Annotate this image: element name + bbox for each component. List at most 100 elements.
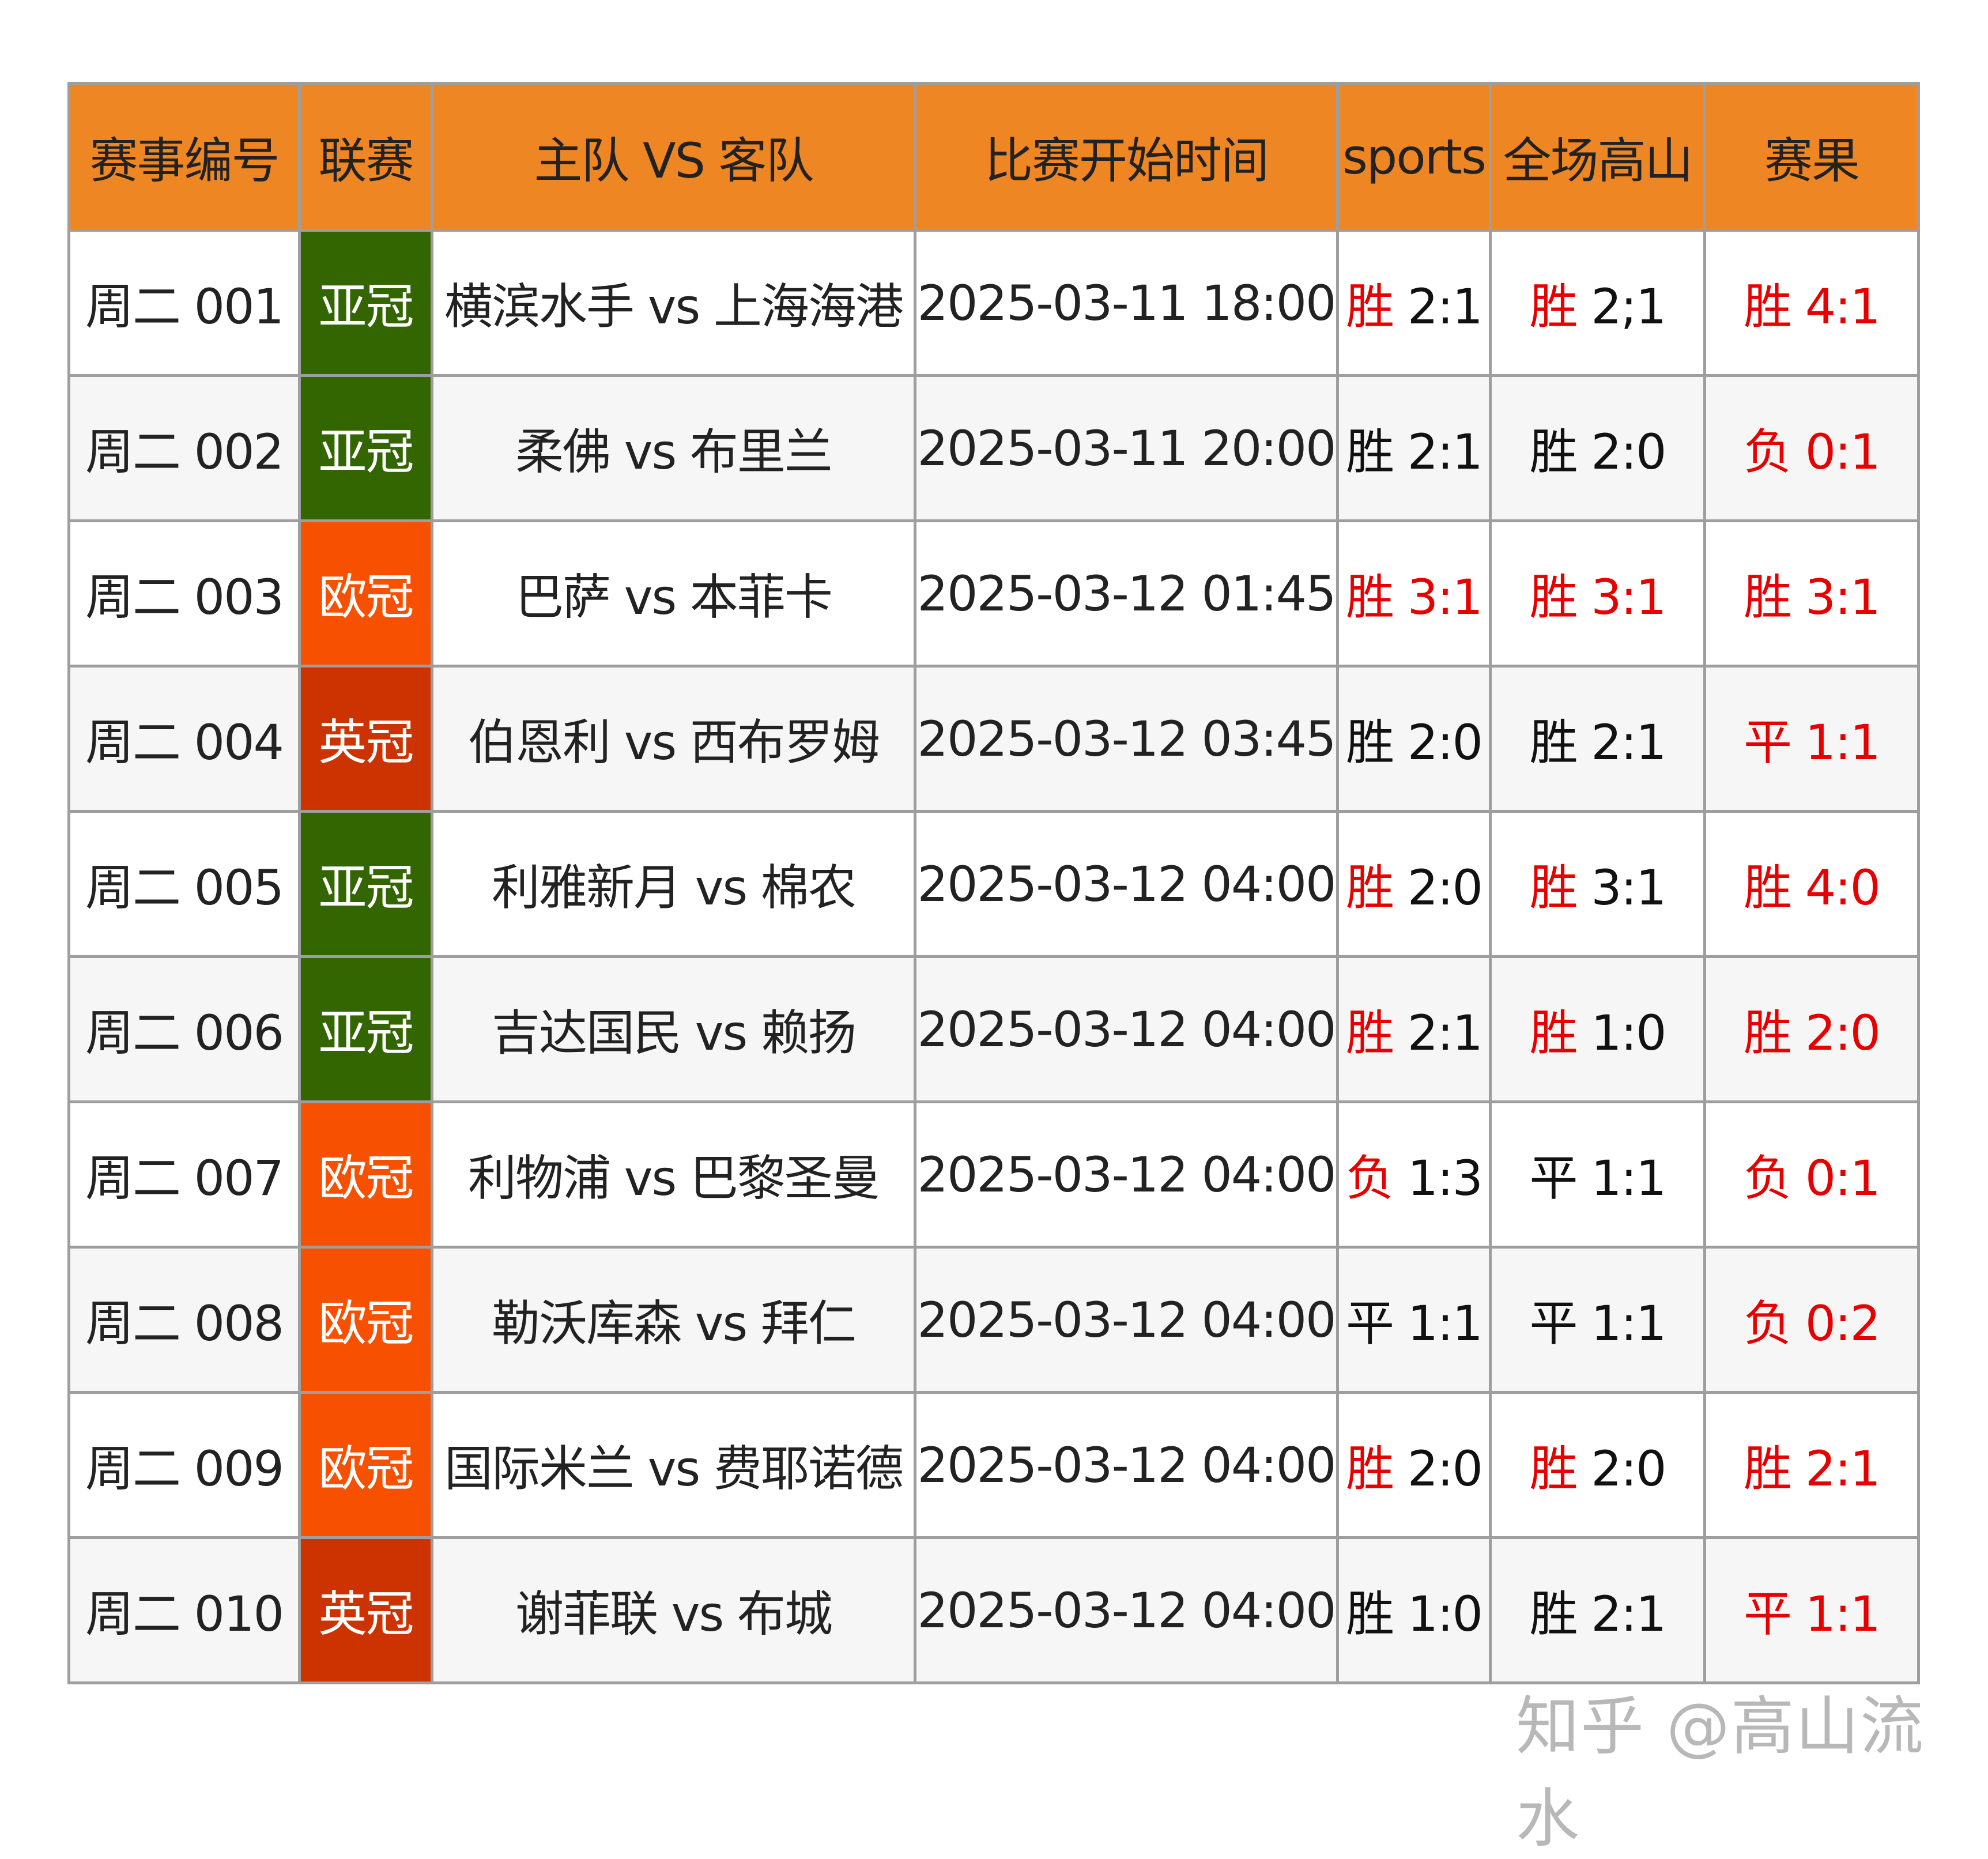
header-sports: sports bbox=[1336, 82, 1492, 232]
match-result: 胜 2:1 bbox=[1703, 1391, 1920, 1539]
header-match-id: 赛事编号 bbox=[67, 82, 301, 232]
outcome: 胜 bbox=[1744, 278, 1792, 335]
start-time: 2025-03-12 04:00 bbox=[914, 1536, 1339, 1684]
start-time: 2025-03-12 04:00 bbox=[914, 955, 1339, 1103]
table-row: 周二 004 英冠 伯恩利 vs 西布罗姆 2025-03-12 03:45 胜 2:0… bbox=[67, 665, 1920, 813]
header-gaoshan: 全场高山 bbox=[1489, 82, 1706, 232]
match-result: 平 1:1 bbox=[1703, 665, 1920, 813]
match-id: 周二 008 bbox=[67, 1246, 301, 1394]
header-result: 赛果 bbox=[1703, 82, 1920, 232]
outcome: 平 bbox=[1744, 714, 1792, 771]
score: 1:1 bbox=[1805, 714, 1881, 771]
outcome: 胜 bbox=[1346, 859, 1394, 916]
match-id: 周二 005 bbox=[67, 810, 301, 958]
match-result: 负 0:1 bbox=[1703, 374, 1920, 522]
table-row: 周二 009 欧冠 国际米兰 vs 费耶诺德 2025-03-12 04:00 胜 2:… bbox=[67, 1391, 1920, 1539]
gaoshan-prediction: 胜 3:1 bbox=[1489, 810, 1706, 958]
outcome: 胜 bbox=[1744, 1005, 1792, 1061]
outcome: 胜 bbox=[1744, 569, 1792, 625]
start-time: 2025-03-12 04:00 bbox=[914, 1391, 1339, 1539]
score: 0:1 bbox=[1805, 1150, 1881, 1206]
teams: 利物浦 vs 巴黎圣曼 bbox=[431, 1100, 916, 1249]
table-row: 周二 001 亚冠 横滨水手 vs 上海海港 2025-03-11 18:00 胜 2:… bbox=[67, 229, 1920, 377]
teams: 巴萨 vs 本菲卡 bbox=[431, 519, 916, 668]
sports-prediction: 胜 2:1 bbox=[1336, 955, 1492, 1103]
gaoshan-prediction: 胜 2;1 bbox=[1489, 229, 1706, 377]
outcome: 胜 bbox=[1346, 1441, 1394, 1497]
score: 2:1 bbox=[1805, 1441, 1881, 1497]
score: 1:1 bbox=[1407, 1295, 1483, 1352]
match-id: 周二 009 bbox=[67, 1391, 301, 1539]
match-result: 负 0:2 bbox=[1703, 1246, 1920, 1394]
score: 2:1 bbox=[1591, 1586, 1666, 1642]
table-row: 周二 006 亚冠 吉达国民 vs 赖扬 2025-03-12 04:00 胜 2:1 胜… bbox=[67, 955, 1920, 1103]
outcome: 胜 bbox=[1346, 714, 1394, 771]
teams: 国际米兰 vs 费耶诺德 bbox=[431, 1391, 916, 1539]
league-badge: 欧冠 bbox=[298, 1391, 433, 1539]
score: 1:0 bbox=[1591, 1005, 1666, 1061]
teams: 勒沃库森 vs 拜仁 bbox=[431, 1246, 916, 1394]
outcome: 胜 bbox=[1346, 1586, 1394, 1642]
score: 2;1 bbox=[1591, 278, 1666, 335]
start-time: 2025-03-12 04:00 bbox=[914, 810, 1339, 958]
outcome: 平 bbox=[1529, 1295, 1578, 1352]
match-id: 周二 002 bbox=[67, 374, 301, 522]
score: 2:0 bbox=[1805, 1005, 1881, 1061]
header-row: 赛事编号 联赛 主队 VS 客队 比赛开始时间 sports 全场高山 赛果 bbox=[67, 82, 1920, 232]
match-result: 胜 2:0 bbox=[1703, 955, 1920, 1103]
gaoshan-prediction: 胜 2:1 bbox=[1489, 665, 1706, 813]
outcome: 平 bbox=[1346, 1295, 1394, 1352]
start-time: 2025-03-12 04:00 bbox=[914, 1100, 1339, 1249]
gaoshan-prediction: 胜 3:1 bbox=[1489, 519, 1706, 668]
gaoshan-prediction: 平 1:1 bbox=[1489, 1100, 1706, 1249]
score: 1:3 bbox=[1407, 1150, 1483, 1206]
table-row: 周二 010 英冠 谢菲联 vs 布城 2025-03-12 04:00 胜 1:0 胜 … bbox=[67, 1536, 1920, 1684]
score: 3:1 bbox=[1591, 859, 1666, 916]
sports-prediction: 负 1:3 bbox=[1336, 1100, 1492, 1249]
score: 0:1 bbox=[1805, 424, 1881, 480]
match-id: 周二 003 bbox=[67, 519, 301, 668]
match-id: 周二 006 bbox=[67, 955, 301, 1103]
match-result: 平 1:1 bbox=[1703, 1536, 1920, 1684]
table-row: 周二 008 欧冠 勒沃库森 vs 拜仁 2025-03-12 04:00 平 1:1 平… bbox=[67, 1246, 1920, 1394]
score: 1:1 bbox=[1805, 1586, 1881, 1642]
gaoshan-prediction: 胜 2:0 bbox=[1489, 374, 1706, 522]
table-row: 周二 005 亚冠 利雅新月 vs 棉农 2025-03-12 04:00 胜 2:0 胜… bbox=[67, 810, 1920, 958]
sports-prediction: 胜 2:0 bbox=[1336, 810, 1492, 958]
outcome: 胜 bbox=[1346, 569, 1394, 625]
sports-prediction: 平 1:1 bbox=[1336, 1246, 1492, 1394]
gaoshan-prediction: 胜 1:0 bbox=[1489, 955, 1706, 1103]
score: 1:1 bbox=[1591, 1295, 1666, 1352]
score: 1:1 bbox=[1591, 1150, 1666, 1206]
sports-prediction: 胜 2:0 bbox=[1336, 1391, 1492, 1539]
start-time: 2025-03-12 04:00 bbox=[914, 1246, 1339, 1394]
header-teams: 主队 VS 客队 bbox=[431, 82, 916, 232]
match-result: 胜 4:1 bbox=[1703, 229, 1920, 377]
score: 2:0 bbox=[1591, 1441, 1666, 1497]
match-id: 周二 007 bbox=[67, 1100, 301, 1249]
score: 2:1 bbox=[1407, 1005, 1483, 1061]
score: 2:0 bbox=[1407, 714, 1483, 771]
sports-prediction: 胜 3:1 bbox=[1336, 519, 1492, 668]
match-id: 周二 001 bbox=[67, 229, 301, 377]
score: 2:0 bbox=[1591, 424, 1666, 480]
start-time: 2025-03-12 03:45 bbox=[914, 665, 1339, 813]
watermark: 知乎 @高山流水 bbox=[1516, 1690, 1925, 1856]
header-league: 联赛 bbox=[298, 82, 433, 232]
league-badge: 亚冠 bbox=[298, 229, 433, 377]
score: 4:1 bbox=[1805, 278, 1881, 335]
start-time: 2025-03-12 01:45 bbox=[914, 519, 1339, 668]
score: 2:1 bbox=[1591, 714, 1666, 771]
outcome: 胜 bbox=[1529, 1586, 1578, 1642]
score: 2:0 bbox=[1407, 1441, 1483, 1497]
score: 2:1 bbox=[1407, 424, 1483, 480]
sports-prediction: 胜 2:1 bbox=[1336, 229, 1492, 377]
score: 2:1 bbox=[1407, 278, 1483, 335]
outcome: 胜 bbox=[1529, 1441, 1578, 1497]
match-id: 周二 010 bbox=[67, 1536, 301, 1684]
gaoshan-prediction: 胜 2:1 bbox=[1489, 1536, 1706, 1684]
score: 0:2 bbox=[1805, 1295, 1881, 1352]
outcome: 负 bbox=[1346, 1150, 1394, 1206]
outcome: 平 bbox=[1744, 1586, 1792, 1642]
outcome: 胜 bbox=[1346, 1005, 1394, 1061]
